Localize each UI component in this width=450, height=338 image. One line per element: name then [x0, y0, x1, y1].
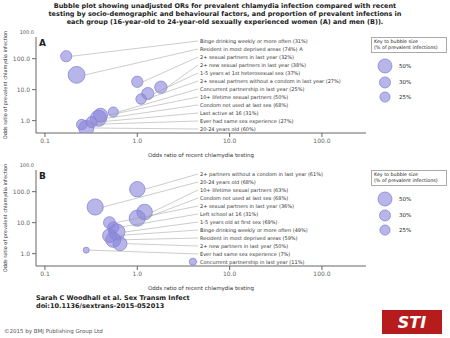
svg-text:10.0: 10.0: [223, 270, 237, 277]
svg-text:2+ partners without a condom i: 2+ partners without a condom in last yea…: [200, 171, 323, 178]
svg-text:100.0: 100.0: [13, 55, 30, 62]
html-text:©2015 by BMJ Publishing Group: ©2015 by BMJ Publishing Group Ltd: [4, 328, 103, 334]
html-text:STI: STI: [397, 312, 427, 332]
svg-text:1.0: 1.0: [133, 270, 143, 277]
html-text:Key to bubble size (% of preva: Key to bubble size (% of prevalent infec…: [374, 172, 438, 183]
svg-text:Left school at 16 (31%): Left school at 16 (31%): [200, 211, 258, 217]
svg-text:30%: 30%: [399, 212, 411, 218]
svg-text:Ever had same sex experience (: Ever had same sex experience (27%): [200, 118, 294, 125]
svg-text:2+ sexual partners in last yea: 2+ sexual partners in last year (32%): [200, 54, 294, 61]
svg-text:Concurrent partnership in last: Concurrent partnership in last year (25%…: [200, 86, 304, 93]
svg-text:0.1: 0.1: [40, 270, 50, 277]
html-text:Key to bubble size (% of preva: Key to bubble size (% of prevalent infec…: [374, 39, 438, 50]
svg-text:2+ new partners in last year (: 2+ new partners in last year (50%): [200, 243, 288, 250]
html-text:B: B: [39, 171, 46, 181]
svg-text:100.0: 100.0: [313, 137, 330, 144]
svg-text:100.0: 100.0: [13, 188, 30, 195]
svg-text:10.0: 10.0: [17, 86, 31, 93]
svg-text:20-24 years old (60%): 20-24 years old (60%): [200, 126, 256, 133]
svg-text:1-5 years old at first sex (69: 1-5 years old at first sex (69%): [200, 219, 277, 226]
svg-text:Binge drinking weekly or more: Binge drinking weekly or more often (31%…: [200, 38, 308, 45]
html-text:A: A: [39, 38, 46, 48]
svg-text:20-24 years old (68%): 20-24 years old (68%): [200, 179, 256, 186]
html-text:100.0: 100.0: [19, 162, 34, 168]
svg-text:Condom not used at last sex (6: Condom not used at last sex (68%): [200, 195, 288, 201]
svg-text:10.0: 10.0: [17, 219, 31, 226]
svg-text:Concurrent partnership in last: Concurrent partnership in last year (11%…: [200, 259, 304, 266]
svg-text:Odds ratio of prevalent chlamy: Odds ratio of prevalent chlamydia infect…: [8, 164, 9, 273]
svg-text:2+ sexual partners in last yea: 2+ sexual partners in last year (36%): [200, 203, 294, 210]
svg-text:Binge drinking weekly or more: Binge drinking weekly or more often (49%…: [200, 227, 308, 234]
svg-text:1.0: 1.0: [20, 117, 30, 124]
svg-text:Condom not used at last sex (6: Condom not used at last sex (68%): [200, 102, 288, 108]
svg-text:Resident in most deprived area: Resident in most deprived areas (59%): [200, 235, 298, 242]
svg-text:10+ lifetime sexual partners (: 10+ lifetime sexual partners (63%): [200, 187, 288, 194]
svg-text:1-5 years at 1st heterosexual: 1-5 years at 1st heterosexual sex (37%): [200, 70, 300, 77]
svg-text:Last active at 16 (31%): Last active at 16 (31%): [200, 110, 258, 116]
svg-text:1.0: 1.0: [133, 137, 143, 144]
svg-text:1.0: 1.0: [20, 250, 30, 257]
svg-text:10.0: 10.0: [223, 137, 237, 144]
svg-text:2+ new sexual partners in last: 2+ new sexual partners in last year (38%…: [200, 62, 306, 69]
svg-text:Ever had same sex experience (: Ever had same sex experience (7%): [200, 251, 290, 258]
html-text:100.0: 100.0: [19, 29, 34, 35]
svg-text:Odds ratio of prevalent chlamy: Odds ratio of prevalent chlamydia infect…: [8, 31, 9, 140]
svg-text:30%: 30%: [399, 79, 411, 85]
svg-text:0.1: 0.1: [40, 137, 50, 144]
svg-text:Odds ratio of recent chlamydia: Odds ratio of recent chlamydia testing: [148, 152, 254, 159]
svg-text:25%: 25%: [399, 227, 411, 233]
svg-text:50%: 50%: [399, 63, 411, 69]
svg-text:100.0: 100.0: [313, 270, 330, 277]
svg-text:25%: 25%: [399, 94, 411, 100]
svg-text:2+ sexual partners without a c: 2+ sexual partners without a condom in l…: [200, 78, 341, 85]
html-text:Bubble plot showing unadjusted: Bubble plot showing unadjusted ORs for p…: [48, 2, 402, 26]
svg-text:10+ lifetime sexual partners (: 10+ lifetime sexual partners (50%): [200, 94, 288, 101]
html-text:Sarah C Woodhall et al. Sex Tr: Sarah C Woodhall et al. Sex Transm Infec…: [36, 294, 190, 310]
svg-text:Odds ratio of recent chlamydia: Odds ratio of recent chlamydia testing: [148, 285, 254, 292]
svg-text:50%: 50%: [399, 196, 411, 202]
svg-text:Resident in most deprived area: Resident in most deprived areas (74%) A: [200, 46, 303, 53]
